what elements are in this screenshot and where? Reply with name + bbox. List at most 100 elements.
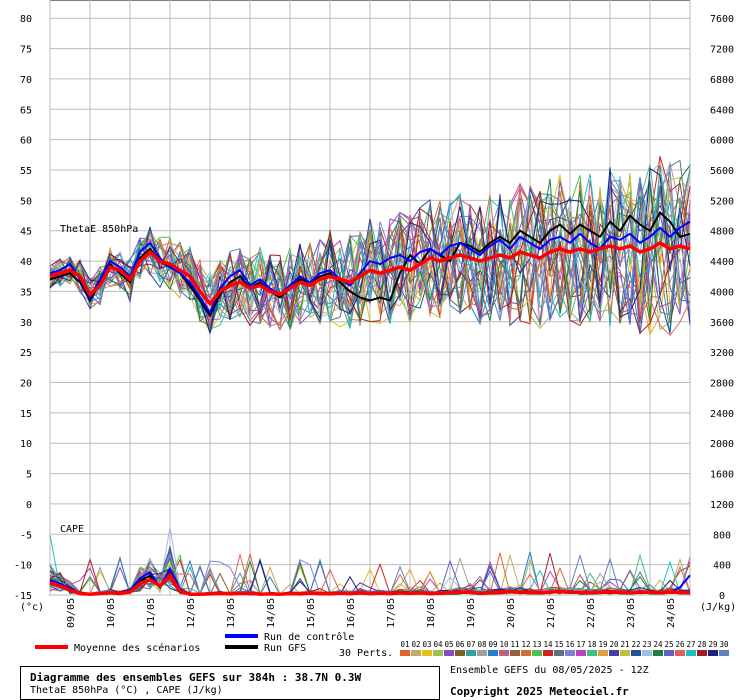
left-tick-label: 80: [20, 14, 32, 25]
member-legend-swatch: [653, 650, 663, 656]
member-legend-id: 18: [587, 640, 597, 649]
x-tick-label: 22/05: [586, 598, 597, 628]
member-legend-id: 21: [620, 640, 629, 649]
member-thetae-line: [49, 181, 691, 334]
legend-control-label: Run de contrôle: [264, 631, 354, 643]
member-legend-swatch: [444, 650, 454, 656]
left-tick-label: 65: [20, 105, 32, 116]
chart-info-box: Diagramme des ensembles GEFS sur 384h : …: [20, 666, 440, 700]
thetae-panel-label: ThetaE 850hPa: [60, 224, 138, 235]
right-tick-label: 2000: [710, 439, 734, 450]
right-tick-label: 800: [713, 530, 731, 541]
left-tick-label: 55: [20, 166, 32, 177]
left-tick-label: 60: [20, 136, 32, 147]
member-thetae-line: [49, 168, 691, 328]
member-legend-swatch: [609, 650, 619, 656]
member-thetae-line: [49, 164, 691, 322]
left-tick-label: 30: [20, 318, 32, 329]
left-tick-label: 40: [20, 257, 32, 268]
right-tick-label: 1200: [710, 500, 734, 511]
member-legend-swatch: [686, 650, 696, 656]
legend-gfs-label: Run GFS: [264, 643, 306, 654]
member-legend-id: 25: [664, 640, 673, 649]
member-legend-id: 12: [521, 640, 530, 649]
member-legend-swatch: [598, 650, 608, 656]
member-legend-swatch: [554, 650, 564, 656]
left-axis: -15 -10 -5 0 5 10 15 20 25 30 35 40 45 50 55 60 65 70 75 80…: [14, 14, 44, 613]
member-legend-swatch: [576, 650, 586, 656]
right-tick-label: 6400: [710, 105, 734, 116]
member-legend-id: 26: [675, 640, 685, 649]
member-legend-swatch: [455, 650, 465, 656]
x-tick-label: 19/05: [466, 598, 477, 628]
member-legend-id: 08: [477, 640, 487, 649]
x-tick-label: 17/05: [386, 598, 397, 628]
main-series-lines: [49, 210, 691, 596]
right-tick-label: 5600: [710, 166, 734, 177]
member-legend-id: 28: [697, 640, 707, 649]
member-legend-id: 13: [532, 640, 541, 649]
right-axis: 0 400 800 1200 1600 2000 2400 2800 3200 3600 4000 4…: [700, 14, 736, 613]
member-legend-swatch: [664, 650, 674, 656]
cape-panel-label: CAPE: [60, 524, 84, 535]
member-legend-id: 27: [686, 640, 695, 649]
member-legend-swatch: [631, 650, 641, 656]
member-legend-id: 22: [631, 640, 640, 649]
right-axis-unit: (J/kg): [700, 602, 736, 613]
x-tick-label: 15/05: [306, 598, 317, 628]
left-tick-label: 5: [26, 470, 32, 481]
member-legend: 01 02 03 04 05 06 07 08 09 10 11 12 13 14 15 16 17 18 19 20…: [400, 640, 729, 656]
mean-cape-line: [49, 572, 691, 596]
member-legend-swatch: [532, 650, 542, 656]
left-tick-label: 75: [20, 45, 32, 56]
member-legend-swatch: [565, 650, 575, 656]
right-tick-label: 7600: [710, 14, 734, 25]
mean-thetae-line: [49, 240, 691, 307]
left-tick-label: -15: [14, 591, 32, 602]
member-thetae-line: [49, 191, 691, 331]
member-legend-id: 19: [598, 640, 607, 649]
member-legend-swatch: [521, 650, 531, 656]
member-legend-id: 01: [400, 640, 409, 649]
member-legend-id: 20: [609, 640, 619, 649]
member-legend-swatch: [400, 650, 410, 656]
left-tick-label: 20: [20, 379, 32, 390]
member-legend-id: 24: [653, 640, 663, 649]
member-legend-swatch: [642, 650, 652, 656]
member-legend-id: 06: [455, 640, 465, 649]
member-legend-swatch: [510, 650, 520, 656]
x-tick-label: 24/05: [666, 598, 677, 628]
ensemble-chart: -15-10-505101520253035404550556065707580…: [14, 0, 736, 659]
x-tick-label: 18/05: [426, 598, 437, 628]
left-tick-label: 50: [20, 196, 32, 207]
x-tick-label: 11/05: [146, 598, 157, 628]
right-tick-label: 400: [713, 561, 731, 572]
member-legend-swatch: [675, 650, 685, 656]
x-tick-label: 12/05: [186, 598, 197, 628]
left-tick-label: 25: [20, 348, 32, 359]
legend-perts-label: 30 Perts.: [339, 648, 393, 659]
member-legend-id: 10: [499, 640, 509, 649]
member-legend-id: 17: [576, 640, 585, 649]
right-tick-label: 5200: [710, 196, 734, 207]
member-legend-swatch: [543, 650, 553, 656]
x-tick-label: 14/05: [266, 598, 277, 628]
member-legend-id: 29: [708, 640, 717, 649]
member-legend-id: 05: [444, 640, 453, 649]
right-tick-label: 0: [719, 591, 725, 602]
member-thetae-line: [49, 186, 691, 335]
member-legend-id: 09: [488, 640, 497, 649]
member-legend-id: 16: [565, 640, 575, 649]
right-tick-label: 3600: [710, 318, 734, 329]
member-legend-swatch: [719, 650, 729, 656]
member-legend-swatch: [422, 650, 432, 656]
x-axis: 09/05 10/05 11/05 12/05 13/05 14/05 15/05 16/05…: [66, 598, 677, 628]
left-tick-label: 70: [20, 75, 32, 86]
left-tick-label: 35: [20, 287, 32, 298]
left-tick-label: 10: [20, 439, 32, 450]
right-tick-label: 6800: [710, 75, 734, 86]
right-tick-label: 2800: [710, 379, 734, 390]
right-tick-label: 4400: [710, 257, 734, 268]
control-thetae-line: [49, 220, 691, 315]
right-tick-label: 3200: [710, 348, 734, 359]
